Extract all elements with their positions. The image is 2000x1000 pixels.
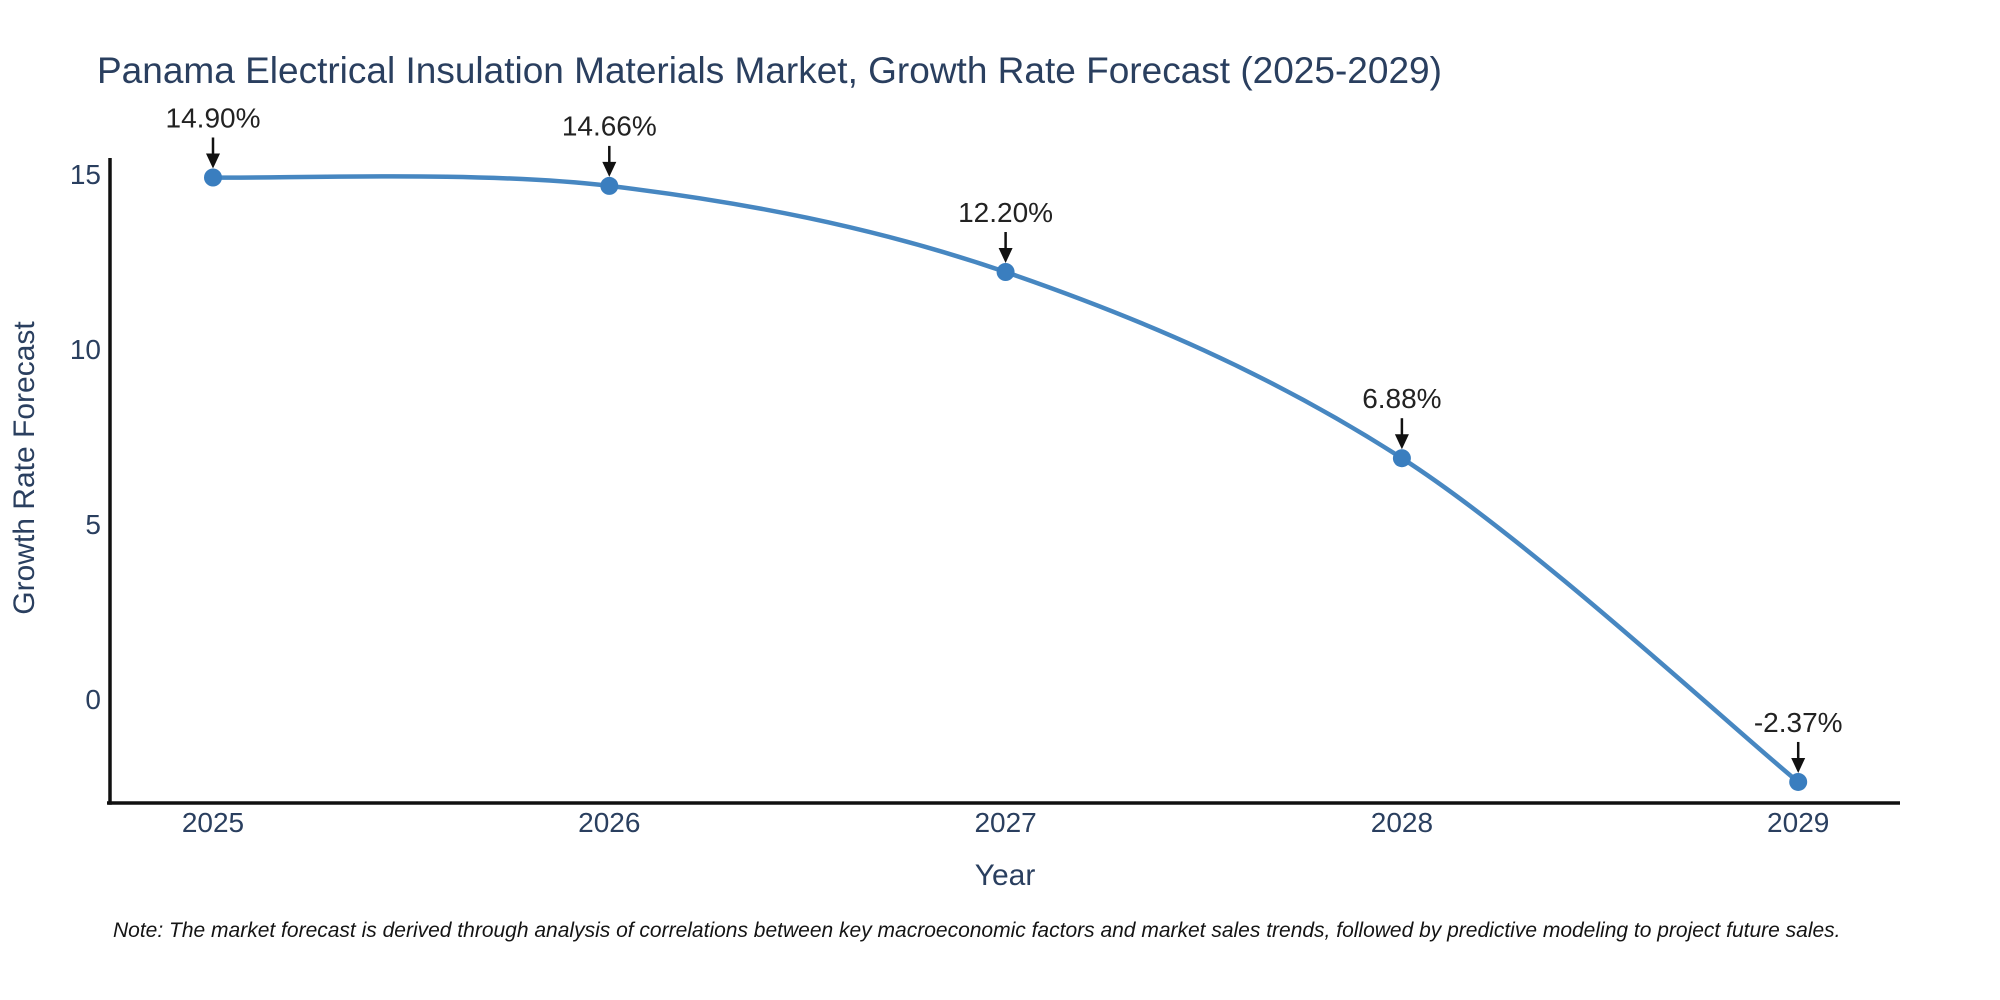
x-axis-title: Year — [974, 859, 1036, 892]
data-point-marker — [1789, 772, 1808, 791]
y-axis-title: Growth Rate Forecast — [8, 321, 41, 615]
annotation-arrowhead — [998, 248, 1013, 263]
x-tick-label: 2028 — [1371, 807, 1433, 838]
annotation-label: -2.37% — [1754, 707, 1843, 738]
x-tick-label: 2027 — [974, 807, 1036, 838]
data-point-marker — [204, 168, 222, 187]
annotation-label: 14.90% — [166, 102, 261, 133]
forecast-line — [210, 174, 1801, 785]
x-tick-label: 2025 — [182, 807, 244, 838]
chart-title: Panama Electrical Insulation Materials M… — [97, 50, 1442, 91]
annotation-label: 14.66% — [562, 111, 657, 142]
annotation-arrowhead — [1791, 757, 1806, 773]
data-point-marker — [996, 263, 1015, 281]
annotation-arrowhead — [1394, 434, 1409, 450]
data-point-marker — [600, 176, 619, 195]
annotation-label: 6.88% — [1362, 383, 1441, 414]
x-tick-label: 2026 — [578, 807, 640, 838]
y-tick-label: 10 — [70, 334, 101, 365]
data-point-marker — [1392, 449, 1411, 468]
x-tick-label: 2029 — [1767, 807, 1829, 838]
y-tick-label: 0 — [85, 684, 101, 715]
annotation-arrowhead — [602, 161, 617, 177]
annotation-arrowhead — [206, 153, 220, 169]
y-tick-label: 5 — [85, 509, 101, 540]
annotation-label: 12.20% — [958, 197, 1053, 228]
footnote: Note: The market forecast is derived thr… — [113, 919, 1841, 942]
y-tick-label: 15 — [70, 159, 101, 190]
